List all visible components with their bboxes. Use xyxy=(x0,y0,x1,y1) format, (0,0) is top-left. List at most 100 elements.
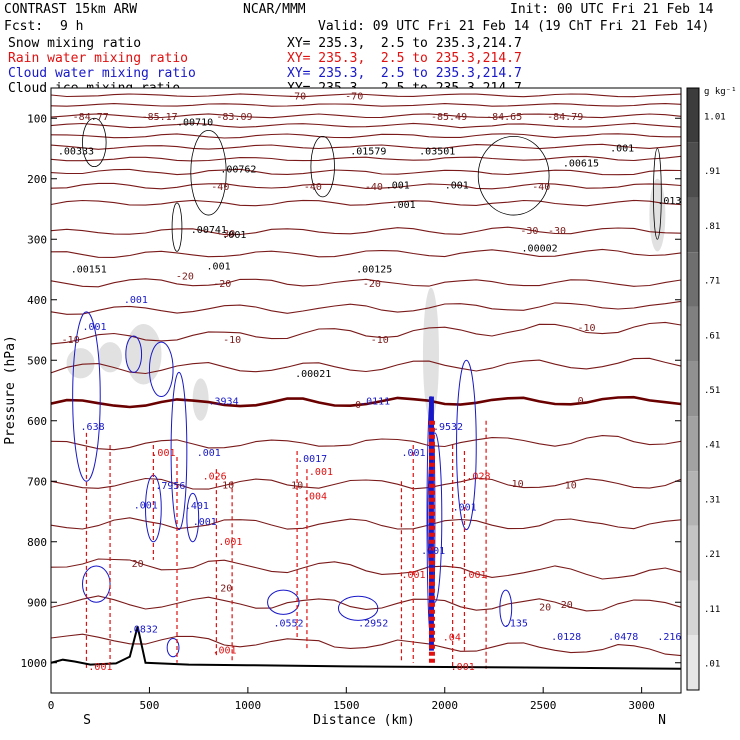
cloud-water-contour-11 xyxy=(186,492,200,543)
ice-max-label-7: .001 xyxy=(386,180,410,191)
isotherm-label-21: 10 xyxy=(565,480,577,491)
low-label-0: -84.77 xyxy=(73,112,109,123)
isotherm-label-1: -70 xyxy=(345,91,363,102)
cloud-water-contour-2 xyxy=(148,341,174,398)
isotherm-label-6: -30 xyxy=(520,226,538,237)
init-time: Init: 00 UTC Fri 21 Feb 14 xyxy=(510,2,714,17)
snow-shade-4 xyxy=(422,287,439,421)
rain-max-label-3: .004 xyxy=(303,491,327,502)
y-tick-label-5: 600 xyxy=(27,415,47,428)
colorbar-swatch-0 xyxy=(687,88,699,143)
snow-shade-5 xyxy=(649,178,666,252)
colorbar-swatch-7 xyxy=(687,471,699,526)
colorbar-unit: g kg⁻¹ xyxy=(704,87,737,97)
x-axis-left-end: S xyxy=(83,713,91,728)
org-label: NCAR/MMM xyxy=(243,2,306,17)
rain-max-label-4: .028 xyxy=(466,471,490,482)
cloud-water-max-label-4: .638 xyxy=(81,422,105,433)
cloud-water-max-label-0: .001 xyxy=(124,295,148,306)
colorbar-tick-label-2: .81 xyxy=(704,222,720,232)
y-tick-label-7: 800 xyxy=(27,536,47,549)
colorbar-swatch-2 xyxy=(687,197,699,253)
colorbar-tick-label-1: .91 xyxy=(704,167,720,177)
rain-max-label-11: .001 xyxy=(88,662,112,673)
y-axis-label: Pressure (hPa) xyxy=(3,335,18,445)
isotherm-label-15: -10 xyxy=(577,323,595,334)
cloud-water-max-label-5: .9532 xyxy=(433,422,463,433)
rain-max-label-9: .04 xyxy=(443,632,461,643)
rain-max-label-10: .001 xyxy=(451,662,475,673)
xy-rain: XY= 235.3, 2.5 to 235.3,214.7 xyxy=(287,51,522,66)
isotherm-line-10 xyxy=(51,226,681,236)
colorbar-tick-label-9: .11 xyxy=(704,605,720,615)
isotherm-label-22: 20 xyxy=(132,559,144,570)
isotherm-label-12: -10 xyxy=(62,335,80,346)
isotherm-line-7 xyxy=(51,168,681,176)
cloud-water-max-label-17: .135 xyxy=(504,618,528,629)
isotherm-line-19 xyxy=(51,517,681,530)
ice-max-label-5: .00762 xyxy=(220,165,256,176)
colorbar-swatch-10 xyxy=(687,635,699,690)
rain-max-label-6: .001 xyxy=(401,570,425,581)
cloud-water-max-label-12: .001 xyxy=(453,502,477,513)
ice-contour-4 xyxy=(653,148,662,240)
cloud-water-max-label-3: .0111 xyxy=(360,396,390,407)
rain-max-label-8: .001 xyxy=(212,646,236,657)
ice-max-label-3: .03501 xyxy=(419,147,455,158)
fcst-label: Fcst: xyxy=(4,19,44,34)
cloud-water-max-label-7: .001 xyxy=(401,448,425,459)
isotherm-label-0: -70 xyxy=(288,91,306,102)
isotherm-line-20 xyxy=(51,558,681,580)
ice-max-label-4: .001 xyxy=(610,144,634,155)
ice-max-label-15: .00002 xyxy=(522,243,558,254)
isotherm-line-8 xyxy=(51,182,681,190)
isotherm-label-18: 10 xyxy=(222,480,234,491)
field-cloud-water-name: Cloud water mixing ratio xyxy=(8,66,196,81)
cloud-water-contour-0 xyxy=(72,311,101,482)
snow-shade-2 xyxy=(125,323,162,385)
isotherm-label-11: -20 xyxy=(363,279,381,290)
cloud-water-contour-1 xyxy=(125,335,143,373)
colorbar-tick-label-4: .61 xyxy=(704,331,720,341)
ice-max-label-17: .00021 xyxy=(295,369,331,380)
x-tick-label-5: 2500 xyxy=(530,699,557,712)
isotherm-line-21 xyxy=(51,595,681,612)
x-axis-right-end: N xyxy=(658,713,666,728)
ice-max-label-0: .00710 xyxy=(177,118,213,129)
isotherm-line-12 xyxy=(51,278,681,288)
x-tick-label-4: 2000 xyxy=(432,699,459,712)
isotherm-label-23: 20 xyxy=(220,584,232,595)
cloud-water-max-label-2: .3934 xyxy=(209,396,239,407)
cloud-water-max-label-21: .001 xyxy=(134,500,158,511)
cloud-water-max-label-6: .0017 xyxy=(297,454,327,465)
isotherm-line-17 xyxy=(51,435,681,451)
cloud-water-max-label-16: .2952 xyxy=(358,618,388,629)
cloud-water-max-label-14: .0832 xyxy=(128,625,158,636)
cloud-water-contour-5 xyxy=(82,565,111,603)
fcst-value: 9 h xyxy=(60,19,84,34)
isotherm-line-14 xyxy=(51,321,681,345)
y-tick-label-6: 700 xyxy=(27,475,47,488)
x-tick-label-1: 500 xyxy=(140,699,160,712)
low-label-5: -84.79 xyxy=(547,112,583,123)
field-snow-name: Snow mixing ratio xyxy=(8,36,142,51)
isotherm-line-2 xyxy=(51,113,681,119)
ice-max-label-11: .00741 xyxy=(191,225,227,236)
isotherm-label-20: 10 xyxy=(512,479,524,490)
ice-max-label-13: .00151 xyxy=(71,265,107,276)
plot-area xyxy=(51,88,681,693)
ice-contour-0 xyxy=(82,117,107,168)
colorbar: 1.01 .91 .81 .71 .61 .51 .41 .31 .21 .11 .01 xyxy=(686,87,726,691)
rain-max-label-0: .001 xyxy=(151,448,175,459)
snow-shade-3 xyxy=(192,378,209,421)
cloud-water-contour-13 xyxy=(267,589,300,615)
isotherm-label-4: -40 xyxy=(365,182,383,193)
colorbar-swatch-3 xyxy=(687,252,699,307)
terrain-line xyxy=(51,626,681,670)
colorbar-swatch-1 xyxy=(687,142,699,198)
colorbar-frame xyxy=(686,87,700,691)
cloud-water-max-label-15: .0552 xyxy=(273,618,303,629)
isotherm-line-6 xyxy=(51,155,681,162)
cloud-water-max-label-11: .001 xyxy=(193,517,217,528)
ice-contour-5 xyxy=(171,202,183,252)
